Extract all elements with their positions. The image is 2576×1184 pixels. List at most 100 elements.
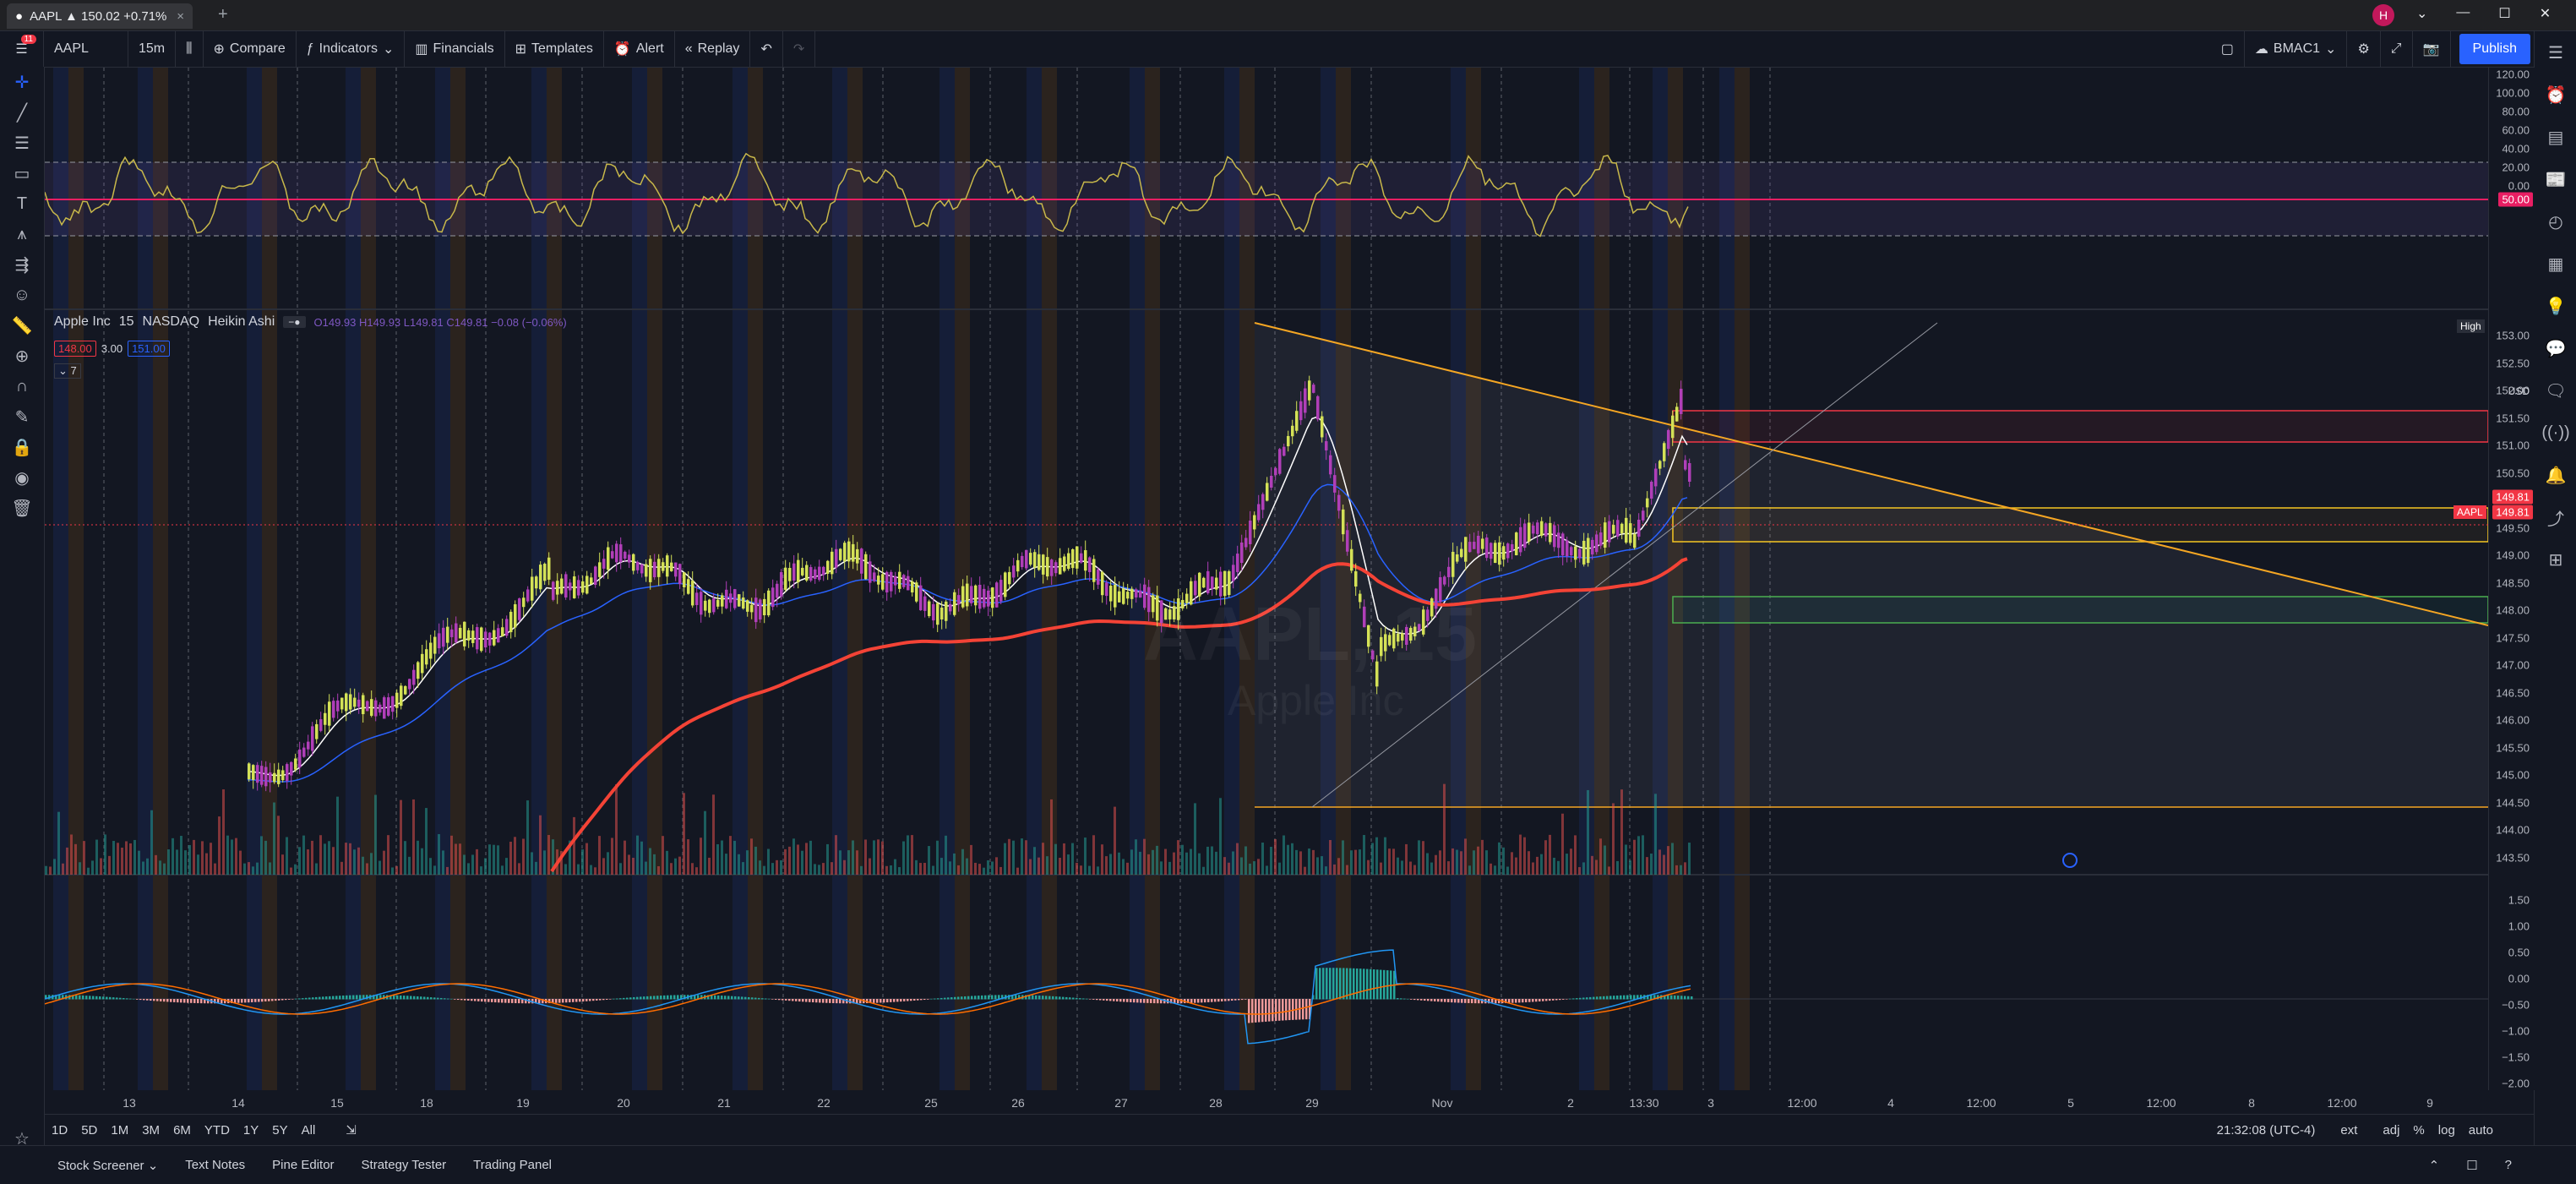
compare-button[interactable]: ⊕ Compare bbox=[204, 31, 297, 67]
data-window-icon[interactable]: ▤ bbox=[2547, 128, 2564, 147]
buy-price[interactable]: 151.00 bbox=[128, 341, 170, 357]
volume-bar bbox=[505, 858, 508, 875]
chevron-down-icon[interactable]: ⌄ bbox=[2416, 7, 2428, 21]
maximize-icon[interactable]: ☐ bbox=[2498, 7, 2511, 21]
templates-button[interactable]: ⊞ Templates bbox=[505, 31, 604, 67]
pencil-lock-icon[interactable]: ✎ bbox=[14, 407, 30, 427]
menu-button[interactable]: ☰ 11 bbox=[0, 31, 44, 67]
layout-name-button[interactable]: ☁ BMAC1 ⌄ bbox=[2245, 31, 2348, 67]
settings-button[interactable]: ⚙ bbox=[2347, 31, 2381, 67]
eye-icon[interactable]: ◉ bbox=[14, 468, 30, 488]
ext-toggle[interactable]: ext bbox=[2340, 1122, 2358, 1138]
trendline-icon[interactable]: ╱ bbox=[16, 103, 28, 123]
signal-icon[interactable]: ((·)) bbox=[2541, 423, 2570, 442]
fullscreen-button[interactable]: ⤢ bbox=[2381, 31, 2413, 67]
clock[interactable]: 21:32:08 (UTC-4) bbox=[2216, 1122, 2316, 1138]
range-3m-button[interactable]: 3M bbox=[142, 1122, 161, 1138]
time-tick: 25 bbox=[924, 1096, 938, 1110]
log-toggle[interactable]: log bbox=[2437, 1122, 2455, 1138]
session-shade bbox=[1579, 68, 1594, 1090]
close-window-icon[interactable]: ✕ bbox=[2539, 7, 2551, 21]
macd-histogram-bar bbox=[1011, 995, 1014, 1000]
legend-toggle[interactable]: −● bbox=[283, 316, 306, 328]
calendar-icon[interactable]: ▦ bbox=[2547, 254, 2564, 274]
event-marker-icon[interactable] bbox=[2062, 853, 2078, 868]
text-notes-tab[interactable]: Text Notes bbox=[185, 1158, 246, 1172]
time-axis[interactable]: 13 14 15 18 19 20 21 22 25 26 27 28 29 Nov 2 13:30 3 12:0… bbox=[45, 1090, 2488, 1114]
redo-button[interactable]: ↷ bbox=[783, 31, 816, 67]
hotlist-icon[interactable]: ◴ bbox=[2548, 212, 2563, 232]
macd-line bbox=[45, 949, 1691, 1045]
macd-histogram-bar bbox=[467, 999, 470, 1001]
macd-histogram-bar bbox=[1244, 999, 1247, 1000]
sell-price[interactable]: 148.00 bbox=[54, 341, 96, 357]
indicators-button[interactable]: ƒ Indicators ⌄ bbox=[297, 31, 406, 67]
maximize-panel-icon[interactable]: ☐ bbox=[2466, 1158, 2478, 1173]
volume-bar bbox=[1519, 834, 1522, 875]
strategy-tester-tab[interactable]: Strategy Tester bbox=[361, 1158, 447, 1172]
profile-avatar[interactable]: H bbox=[2372, 4, 2394, 26]
symbol-search[interactable]: AAPL bbox=[44, 31, 128, 67]
close-tab-icon[interactable]: × bbox=[177, 8, 184, 24]
alert-button[interactable]: ⏰ Alert bbox=[604, 31, 675, 67]
financials-button[interactable]: ▥ Financials bbox=[405, 31, 505, 67]
browser-tab[interactable]: ● AAPL ▲ 150.02 +0.71% BMAC × bbox=[7, 3, 193, 29]
minimize-icon[interactable]: — bbox=[2456, 5, 2470, 19]
chat-icon[interactable]: 💬 bbox=[2545, 339, 2567, 358]
pattern-icon[interactable]: ⩚ bbox=[17, 224, 27, 243]
new-tab-button[interactable]: + bbox=[218, 5, 228, 24]
price-axis[interactable]: 120.00 100.00 80.00 60.00 40.00 20.00 0.00 153… bbox=[2488, 68, 2535, 1090]
stock-screener-tab[interactable]: Stock Screener ⌄ bbox=[57, 1158, 159, 1173]
bar-style-button[interactable]: ⫼ bbox=[176, 31, 204, 67]
currency-label[interactable]: USD bbox=[2508, 385, 2530, 397]
publish-button[interactable]: Publish bbox=[2459, 34, 2530, 64]
adj-toggle[interactable]: adj bbox=[2383, 1122, 2400, 1138]
crosshair-icon[interactable]: ✛ bbox=[14, 73, 30, 92]
zoom-icon[interactable]: ⊕ bbox=[14, 346, 30, 366]
auto-toggle[interactable]: auto bbox=[2468, 1122, 2493, 1138]
notifications-icon[interactable]: 🔔 bbox=[2545, 466, 2567, 485]
volume-bar bbox=[62, 863, 64, 875]
prediction-icon[interactable]: ⇶ bbox=[14, 255, 30, 275]
text-icon[interactable]: T bbox=[16, 194, 28, 213]
collapse-indicators[interactable]: ⌄ 7 bbox=[54, 363, 81, 379]
trash-icon[interactable]: 🗑 bbox=[11, 499, 33, 518]
lock-icon[interactable]: 🔒 bbox=[11, 438, 33, 457]
layout-select-button[interactable]: ▢ bbox=[2211, 31, 2245, 67]
macd-histogram-bar bbox=[1248, 999, 1250, 1023]
goto-date-icon[interactable]: ⇲ bbox=[346, 1123, 357, 1138]
percent-toggle[interactable]: % bbox=[2413, 1122, 2425, 1138]
watchlist-icon[interactable]: ☰ bbox=[2548, 43, 2563, 63]
undo-button[interactable]: ↶ bbox=[750, 31, 783, 67]
snapshot-button[interactable]: 📷 bbox=[2413, 31, 2451, 67]
range-1y-button[interactable]: 1Y bbox=[242, 1122, 259, 1138]
macd-histogram-bar bbox=[288, 999, 291, 1000]
range-5y-button[interactable]: 5Y bbox=[272, 1122, 288, 1138]
rectangle-icon[interactable]: ▭ bbox=[14, 164, 30, 183]
streams-icon[interactable]: 🗨 bbox=[2545, 381, 2567, 401]
emoji-icon[interactable]: ☺ bbox=[13, 285, 31, 304]
help-icon[interactable]: ? bbox=[2504, 1158, 2512, 1172]
replay-button[interactable]: « Replay bbox=[675, 31, 751, 67]
pine-editor-tab[interactable]: Pine Editor bbox=[272, 1158, 335, 1172]
news-icon[interactable]: 📰 bbox=[2545, 170, 2567, 189]
alerts-icon[interactable]: ⏰ bbox=[2545, 85, 2567, 105]
range-1d-button[interactable]: 1D bbox=[52, 1122, 68, 1138]
magnet-icon[interactable]: ∩ bbox=[15, 376, 29, 396]
range-5d-button[interactable]: 5D bbox=[81, 1122, 98, 1138]
trading-panel-tab[interactable]: Trading Panel bbox=[473, 1158, 552, 1172]
trend-icon[interactable]: ⤴ bbox=[2547, 510, 2564, 529]
volume-bar bbox=[1223, 857, 1226, 875]
range-ytd-button[interactable]: YTD bbox=[204, 1122, 230, 1138]
star-icon[interactable]: ☆ bbox=[14, 1129, 30, 1149]
interval-button[interactable]: 15m bbox=[128, 31, 177, 67]
chart-canvas[interactable]: AAPL, 15 Apple Inc bbox=[45, 68, 2488, 1090]
range-all-button[interactable]: All bbox=[301, 1122, 316, 1138]
range-6m-button[interactable]: 6M bbox=[173, 1122, 191, 1138]
ruler-icon[interactable]: 📏 bbox=[11, 316, 33, 336]
fib-icon[interactable]: ☰ bbox=[14, 134, 30, 153]
dom-icon[interactable]: ⊞ bbox=[2548, 550, 2563, 570]
range-1m-button[interactable]: 1M bbox=[111, 1122, 129, 1138]
ideas-icon[interactable]: 💡 bbox=[2545, 297, 2567, 316]
collapse-panel-icon[interactable]: ⌃ bbox=[2428, 1158, 2440, 1173]
